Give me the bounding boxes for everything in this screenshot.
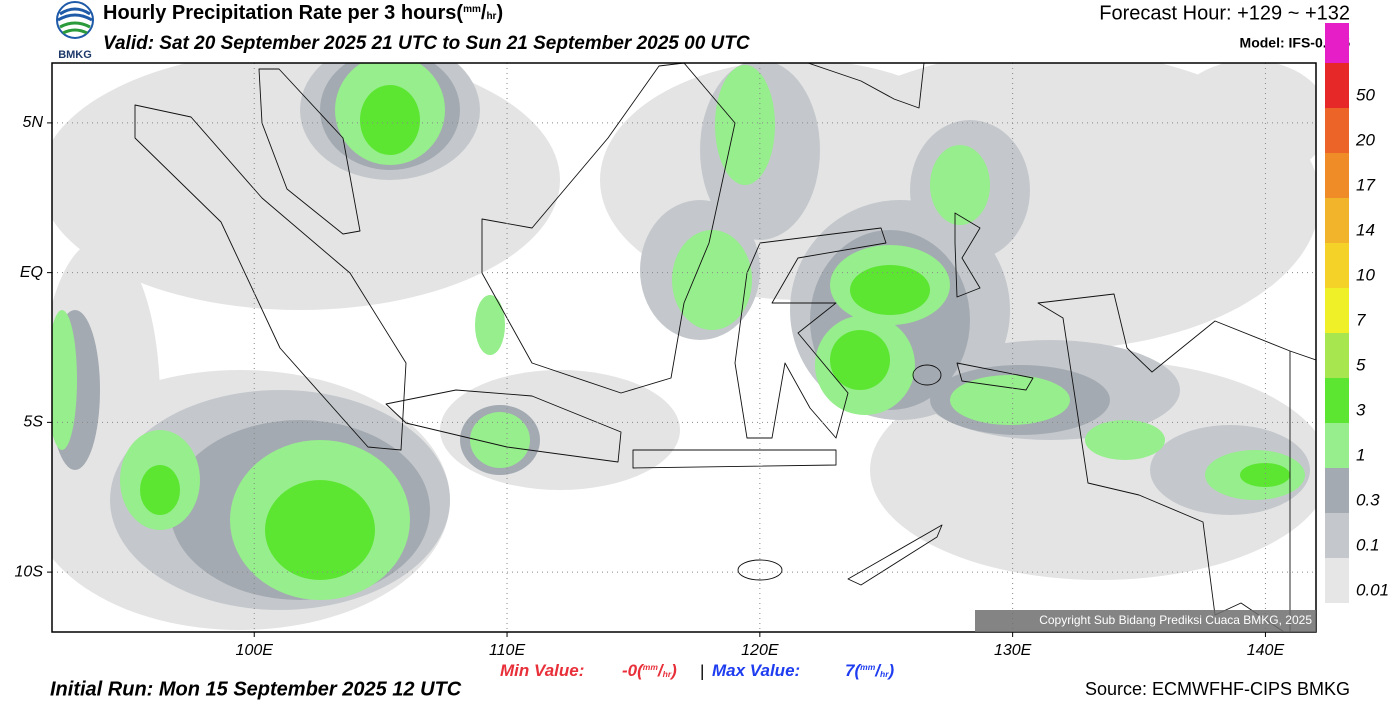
colorbar-segment bbox=[1325, 108, 1349, 153]
colorbar-label: 50 bbox=[1356, 85, 1375, 104]
lon-tick-label: 120E bbox=[741, 642, 779, 659]
unit-denominator: hr bbox=[663, 669, 672, 679]
min-value: -0 bbox=[622, 661, 638, 680]
colorbar-segment bbox=[1325, 153, 1349, 198]
colorbar-segment bbox=[1325, 333, 1349, 378]
rich-text: 7(mm/hr) bbox=[845, 661, 895, 680]
colorbar-segment bbox=[1325, 198, 1349, 243]
colorbar-label: 10 bbox=[1356, 265, 1375, 284]
model-name: Model: IFS-0.125 bbox=[1240, 35, 1351, 51]
unit-open: ( bbox=[637, 661, 645, 680]
lat-tick-label: 10S bbox=[15, 563, 44, 580]
precipitation-field bbox=[52, 63, 1316, 630]
min-label: Min Value: bbox=[500, 661, 584, 680]
colorbar-segment bbox=[1325, 513, 1349, 558]
lon-tick-label: 140E bbox=[1247, 642, 1285, 659]
unit-slash: / bbox=[874, 661, 882, 680]
max-value: 7 bbox=[845, 661, 856, 680]
lon-tick-label: 100E bbox=[236, 642, 274, 659]
lat-tick-label: 5N bbox=[23, 114, 44, 131]
colorbar-label: 0.3 bbox=[1356, 490, 1380, 509]
logo-text: BMKG bbox=[58, 49, 92, 61]
map-frame bbox=[51, 62, 1317, 633]
data-source: Source: ECMWFHF-CIPS BMKG bbox=[1085, 679, 1350, 699]
colorbar-label: 7 bbox=[1356, 310, 1366, 329]
lat-tick-label: EQ bbox=[20, 264, 43, 281]
unit-denominator: hr bbox=[880, 669, 889, 679]
unit-open: ( bbox=[456, 2, 463, 24]
initial-run: Initial Run: Mon 15 September 2025 12 UT… bbox=[50, 678, 462, 700]
chart-title: Hourly Precipitation Rate per 3 hours bbox=[103, 2, 456, 24]
lon-tick-label: 110E bbox=[489, 642, 526, 659]
rich-text: -0(mm/hr) bbox=[622, 661, 677, 680]
lat-tick-label: 5S bbox=[23, 414, 43, 431]
colorbar-label: 17 bbox=[1356, 175, 1375, 194]
unit-numerator: mm bbox=[643, 662, 659, 672]
colorbar-segment bbox=[1325, 63, 1349, 108]
lon-tick-label: 130E bbox=[994, 642, 1032, 659]
colorbar-label: 0.1 bbox=[1356, 535, 1380, 554]
colorbar-segment bbox=[1325, 243, 1349, 288]
colorbar-top-segment bbox=[1325, 23, 1349, 63]
max-label: Max Value: bbox=[712, 661, 800, 680]
unit-close: ) bbox=[887, 661, 895, 680]
unit-numerator: mm bbox=[463, 4, 481, 15]
unit-slash: / bbox=[657, 661, 665, 680]
rich-text: Min Value: bbox=[500, 661, 584, 680]
unit-slash: / bbox=[481, 2, 487, 24]
colorbar-label: 3 bbox=[1356, 400, 1366, 419]
bmkg-logo bbox=[56, 1, 94, 39]
colorbar-label: 14 bbox=[1356, 220, 1375, 239]
rich-text: Hourly Precipitation Rate per 3 hours(mm… bbox=[103, 2, 503, 24]
unit-close: ) bbox=[496, 2, 503, 24]
colorbar-label: 1 bbox=[1356, 445, 1365, 464]
colorbar-segment bbox=[1325, 378, 1349, 423]
graticule bbox=[52, 63, 1316, 632]
valid-period: Valid: Sat 20 September 2025 21 UTC to S… bbox=[103, 33, 750, 54]
colorbar-segment bbox=[1325, 558, 1349, 603]
rich-text: Max Value: bbox=[712, 661, 800, 680]
colorbar-segment bbox=[1325, 468, 1349, 513]
coastlines bbox=[134, 63, 1316, 632]
unit-numerator: mm bbox=[860, 662, 876, 672]
copyright: Copyright Sub Bidang Prediksi Cuaca BMKG… bbox=[1039, 613, 1312, 627]
unit-open: ( bbox=[854, 661, 862, 680]
separator: | bbox=[700, 661, 704, 680]
map-area bbox=[52, 63, 1316, 632]
unit-denominator: hr bbox=[486, 11, 496, 22]
copyright-box bbox=[975, 610, 1316, 632]
forecast-hour: Forecast Hour: +129 ~ +132 bbox=[1099, 2, 1350, 24]
colorbar-label: 5 bbox=[1356, 355, 1366, 374]
colorbar-segment bbox=[1325, 423, 1349, 468]
colorbar-label: 0.01 bbox=[1356, 580, 1389, 599]
colorbar-segment bbox=[1325, 288, 1349, 333]
colorbar-label: 20 bbox=[1355, 130, 1375, 149]
unit-close: ) bbox=[669, 661, 677, 680]
